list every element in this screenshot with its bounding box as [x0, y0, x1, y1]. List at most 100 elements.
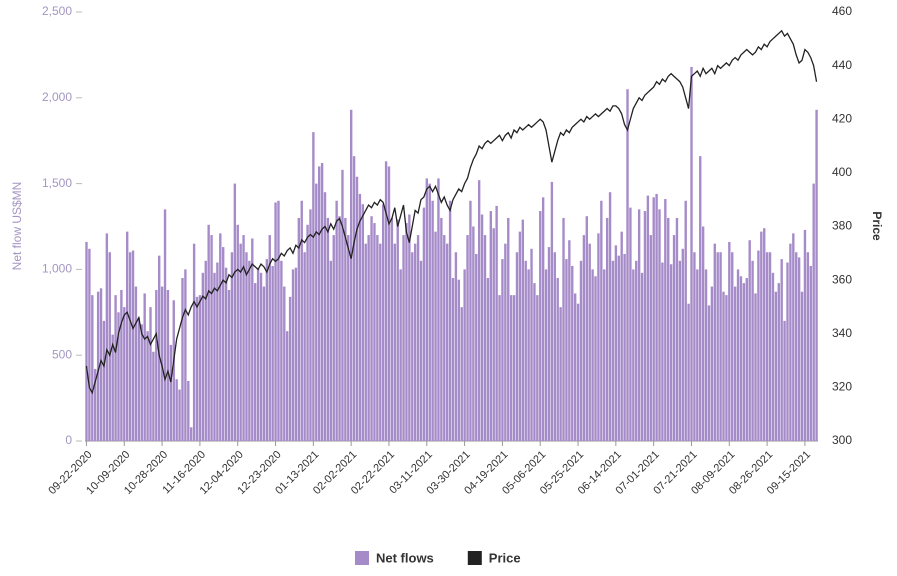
bar — [320, 163, 324, 441]
bar — [620, 231, 623, 441]
bar — [518, 231, 522, 441]
bar — [352, 156, 356, 442]
bar — [413, 243, 417, 441]
bar — [751, 260, 754, 441]
bar — [376, 235, 379, 441]
bar — [780, 259, 783, 441]
bar — [524, 260, 527, 441]
bar — [600, 200, 603, 441]
y-tick-label: 0 — [65, 433, 72, 447]
bar — [448, 200, 452, 441]
bar — [283, 286, 286, 441]
bar — [629, 207, 632, 441]
bar — [664, 199, 667, 441]
bar — [635, 260, 638, 441]
y-tick-label: 2,000 — [42, 90, 72, 104]
y-tick-label: 2,500 — [42, 4, 72, 18]
bar — [204, 260, 207, 441]
bar — [457, 279, 461, 441]
bar — [288, 296, 292, 441]
bar — [495, 205, 498, 441]
bar — [300, 200, 303, 441]
bar — [512, 295, 516, 441]
bar — [158, 255, 161, 441]
bar — [454, 252, 458, 441]
bar — [646, 195, 650, 441]
bar — [262, 286, 266, 441]
bar — [192, 243, 196, 441]
bar — [731, 252, 734, 441]
bar — [640, 272, 644, 441]
bar — [425, 178, 429, 441]
bar — [329, 260, 333, 441]
bar — [469, 200, 472, 441]
bar — [123, 307, 126, 441]
bar — [117, 312, 120, 441]
bar — [131, 250, 135, 441]
bar — [789, 243, 792, 441]
bar — [463, 269, 466, 441]
bar — [748, 240, 751, 441]
bar — [149, 307, 152, 441]
bar — [553, 252, 556, 441]
bar — [701, 226, 705, 441]
bar — [317, 166, 321, 441]
bar — [332, 235, 335, 441]
bar — [617, 255, 620, 441]
bar — [803, 229, 807, 441]
bar — [114, 295, 117, 441]
bar — [736, 269, 740, 441]
bar — [559, 307, 562, 441]
bar — [667, 217, 670, 441]
y-axis-title: Net flow US$MN — [10, 182, 24, 271]
bar — [556, 277, 559, 441]
bar — [175, 379, 178, 441]
bar — [565, 259, 568, 441]
bar — [643, 211, 647, 441]
bar — [507, 217, 510, 441]
bar — [466, 235, 469, 441]
bar — [323, 192, 327, 441]
bar — [437, 178, 440, 441]
bar — [367, 235, 370, 441]
bar — [777, 283, 780, 441]
bar — [222, 247, 225, 441]
bar — [128, 252, 132, 441]
bar — [280, 260, 283, 441]
bar — [387, 166, 391, 441]
bar — [309, 209, 312, 441]
bar — [594, 276, 597, 441]
bar — [812, 183, 815, 441]
bar — [649, 235, 652, 441]
bar — [713, 243, 716, 441]
y-tick-label: 1,000 — [42, 262, 72, 276]
bar — [347, 235, 350, 441]
bar — [152, 351, 155, 441]
bar — [405, 223, 408, 441]
bar — [605, 217, 609, 441]
price-line — [85, 29, 818, 395]
y2-tick-label: 360 — [832, 272, 852, 286]
bar — [536, 295, 539, 441]
bar — [745, 277, 748, 441]
bar — [768, 252, 772, 441]
bar — [623, 253, 626, 441]
bar — [733, 286, 737, 441]
bar — [390, 217, 394, 441]
bar — [120, 289, 123, 441]
bar — [719, 252, 722, 441]
bar — [393, 243, 397, 441]
bar — [94, 368, 97, 441]
bar — [349, 109, 353, 441]
bar — [771, 272, 775, 441]
legend-label: Price — [489, 550, 521, 565]
bar — [370, 216, 373, 441]
bar — [396, 219, 399, 441]
y2-tick-label: 300 — [832, 433, 852, 447]
bar — [451, 277, 455, 441]
bar — [669, 264, 673, 441]
y2-axis-title: Price — [870, 211, 884, 241]
bar — [245, 252, 248, 441]
bar — [637, 209, 641, 441]
bar — [797, 257, 801, 441]
